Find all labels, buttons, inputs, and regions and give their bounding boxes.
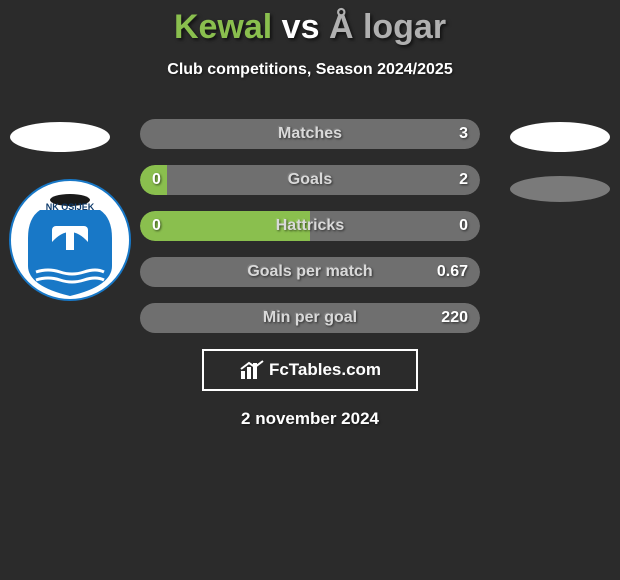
bar-value-player1: 0 bbox=[152, 211, 161, 241]
stat-bar: Min per goal220 bbox=[140, 303, 480, 333]
bar-label: Hattricks bbox=[140, 211, 480, 241]
player1-name: Kewal bbox=[174, 8, 272, 46]
stat-bar: Goals0 2 bbox=[140, 165, 480, 195]
player2-ellipse bbox=[510, 122, 610, 152]
player2-ellipse-shadow bbox=[510, 176, 610, 202]
brand-text: FcTables.com bbox=[269, 360, 381, 380]
bar-label: Matches bbox=[140, 119, 480, 149]
bar-label: Min per goal bbox=[140, 303, 480, 333]
bar-label: Goals per match bbox=[140, 257, 480, 287]
player2-name: Å logar bbox=[329, 8, 446, 46]
bar-value-player2: 0 bbox=[459, 211, 468, 241]
bar-value-player2: 0.67 bbox=[437, 257, 468, 287]
stat-bar: Matches3 bbox=[140, 119, 480, 149]
snapshot-date: 2 november 2024 bbox=[0, 409, 620, 429]
bar-label: Goals bbox=[140, 165, 480, 195]
chart-icon bbox=[239, 359, 265, 381]
bar-value-player2: 2 bbox=[459, 165, 468, 195]
bar-value-player1: 0 bbox=[152, 165, 161, 195]
brand-box[interactable]: FcTables.com bbox=[202, 349, 418, 391]
stat-bar: Hattricks0 0 bbox=[140, 211, 480, 241]
subtitle: Club competitions, Season 2024/2025 bbox=[0, 61, 620, 79]
vs-text: vs bbox=[282, 8, 320, 46]
comparison-title: Kewal vs Å logar bbox=[0, 0, 620, 47]
stat-bar: Goals per match0.67 bbox=[140, 257, 480, 287]
player1-ellipse bbox=[10, 122, 110, 152]
bar-value-player2: 3 bbox=[459, 119, 468, 149]
bar-value-player2: 220 bbox=[441, 303, 468, 333]
stat-bars: Matches3Goals02Hattricks00Goals per matc… bbox=[140, 119, 480, 333]
club-logo-osijek: NK OSIJEK bbox=[8, 178, 132, 302]
club-logo-text: NK OSIJEK bbox=[46, 202, 95, 212]
